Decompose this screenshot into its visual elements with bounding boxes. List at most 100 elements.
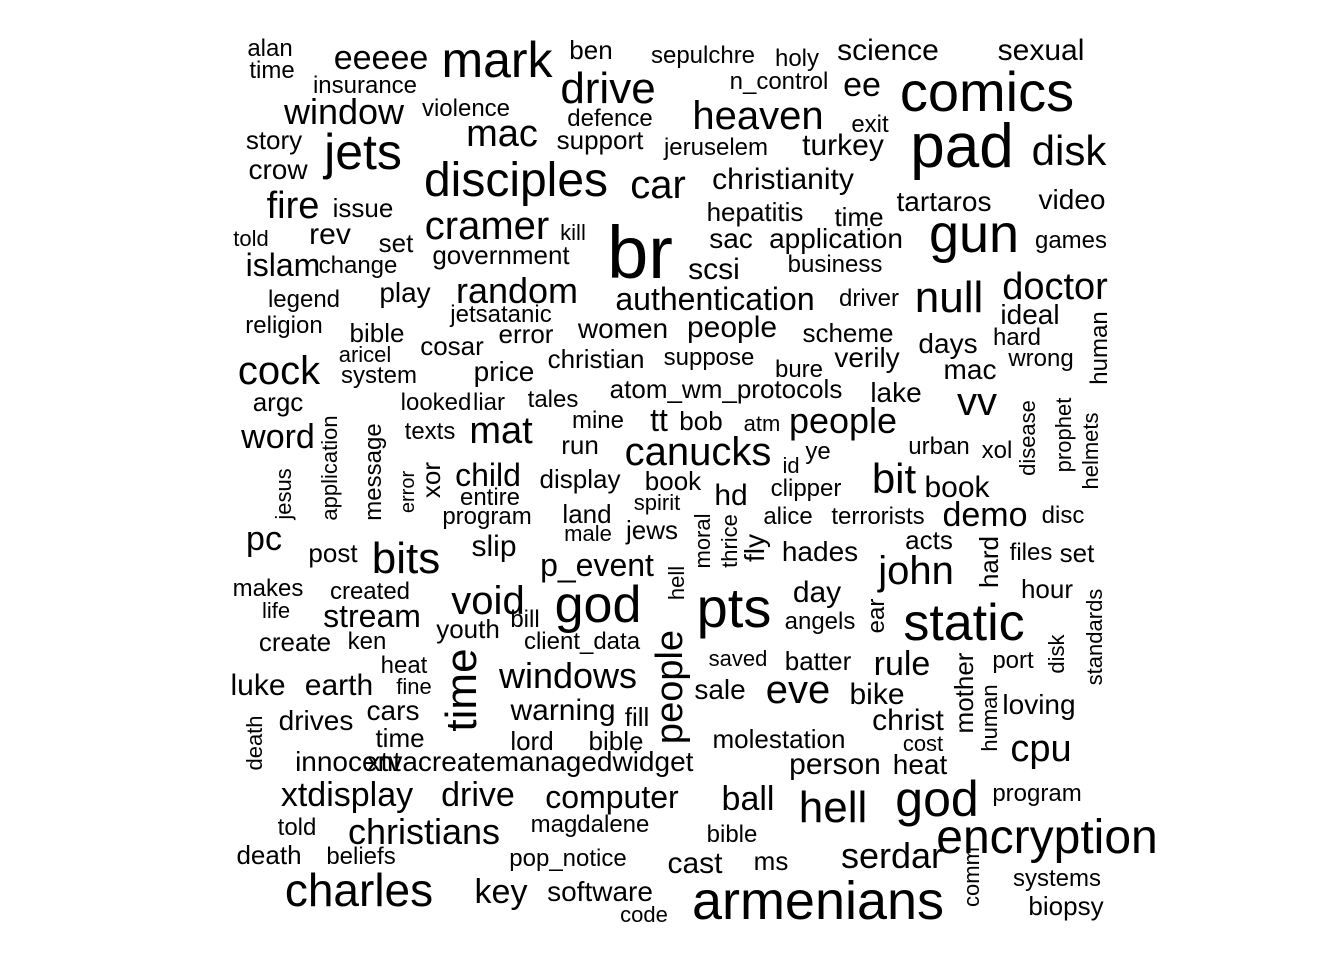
cloud-word: fire	[266, 185, 320, 227]
cloud-word: helmets	[1078, 412, 1103, 490]
cloud-word: files	[1009, 539, 1053, 566]
cloud-word: jeruselem	[663, 134, 769, 161]
cloud-word: luke	[230, 669, 286, 702]
cloud-word: hell	[798, 783, 868, 832]
cloud-word: human	[1086, 311, 1113, 385]
cloud-word: disciples	[423, 154, 609, 207]
cloud-word: play	[379, 277, 431, 308]
cloud-word: christians	[347, 811, 501, 852]
cloud-word: pc	[246, 520, 282, 558]
cloud-word: ken	[347, 628, 387, 655]
cloud-word: created	[329, 578, 411, 605]
cloud-word: id	[782, 453, 800, 478]
cloud-word: disk	[1044, 634, 1069, 674]
cloud-word: xtvacreatemanagedwidget	[366, 746, 694, 777]
cloud-word: jews	[625, 515, 679, 545]
cloud-word: bits	[371, 534, 441, 583]
cloud-word: violence	[421, 95, 511, 122]
cloud-word: sac	[709, 223, 753, 254]
cloud-word: driver	[838, 285, 900, 312]
cloud-word: stream	[323, 598, 421, 634]
cloud-word: clipper	[770, 475, 842, 502]
cloud-word: p_event	[540, 547, 654, 583]
cloud-word: loving	[1002, 689, 1076, 720]
cloud-word: heaven	[692, 94, 824, 138]
cloud-word: sexual	[997, 34, 1085, 67]
cloud-word: time	[249, 57, 295, 84]
cloud-word: bible	[706, 821, 758, 848]
cloud-word: xor	[416, 461, 446, 499]
cloud-word: standards	[1082, 588, 1107, 686]
cloud-word: key	[474, 873, 528, 911]
cloud-word: hour	[1020, 574, 1074, 604]
cloud-word: makes	[232, 575, 304, 602]
cloud-word: authentication	[615, 281, 815, 317]
cloud-word: issue	[332, 193, 394, 223]
cloud-word: ms	[753, 846, 789, 876]
cloud-word: bure	[774, 356, 824, 383]
cloud-word: human	[977, 684, 1002, 752]
cloud-word: book	[924, 471, 990, 504]
cloud-word: spirit	[633, 490, 681, 515]
cloud-word: window	[283, 91, 405, 132]
cloud-word: set	[1059, 538, 1095, 568]
cloud-word: bible	[349, 318, 405, 348]
cloud-word: time	[834, 202, 884, 232]
cloud-word: argc	[252, 387, 304, 417]
cloud-word: women	[577, 313, 669, 344]
cloud-word: book	[644, 466, 702, 496]
cloud-word: hd	[714, 479, 748, 512]
cloud-word: scheme	[802, 318, 894, 348]
cloud-word: vv	[957, 380, 997, 424]
cloud-word: verily	[834, 342, 900, 373]
cloud-word: john	[878, 549, 954, 593]
cloud-word: application	[769, 223, 903, 254]
cloud-word: death	[236, 840, 302, 870]
cloud-word: day	[792, 576, 842, 609]
cloud-word: random	[455, 270, 579, 311]
cloud-word: defence	[567, 105, 653, 132]
cloud-word: people	[686, 311, 778, 344]
cloud-word: null	[914, 273, 984, 322]
cloud-word: serdar	[840, 835, 944, 876]
cloud-word: lake	[870, 377, 922, 408]
cloud-word: post	[308, 538, 358, 568]
cloud-word: cosar	[420, 331, 484, 361]
cloud-word: ear	[863, 598, 890, 634]
cloud-word: people	[649, 629, 691, 745]
cloud-word: run	[561, 430, 599, 460]
cloud-word: canucks	[624, 430, 772, 474]
cloud-word: wrong	[1008, 345, 1074, 372]
cloud-word: support	[556, 125, 644, 155]
cloud-word: hard	[992, 324, 1042, 351]
cloud-word: port	[992, 647, 1034, 674]
cloud-word: fly	[739, 534, 770, 562]
cloud-word: fill	[624, 702, 650, 732]
cloud-word: jesus	[271, 468, 296, 520]
cloud-word: message	[360, 423, 387, 521]
cloud-word: xol	[981, 437, 1013, 464]
cloud-word: games	[1034, 227, 1108, 254]
cloud-word: ye	[805, 438, 831, 465]
cloud-word: liar	[472, 389, 506, 416]
cloud-word: death	[242, 715, 267, 771]
cloud-word: bob	[679, 406, 723, 436]
cloud-word: word	[241, 418, 315, 456]
cloud-word: code	[620, 902, 668, 927]
cloud-word: religion	[245, 312, 323, 339]
cloud-word: person	[789, 748, 881, 781]
cloud-word: sale	[694, 674, 746, 705]
cloud-word: mac	[466, 113, 538, 155]
cloud-word: youth	[436, 614, 500, 644]
cloud-word: moral	[690, 513, 715, 569]
cloud-word: jets	[324, 124, 402, 180]
cloud-word: hades	[781, 536, 859, 567]
cloud-word: ideal	[1000, 299, 1060, 330]
cloud-word: hard	[974, 535, 1004, 589]
cloud-word: government	[432, 240, 570, 270]
cloud-word: life	[261, 598, 291, 623]
cloud-word: time	[375, 723, 425, 753]
cloud-word: mat	[469, 410, 533, 452]
cloud-word: christianity	[712, 163, 854, 196]
cloud-word: windows	[498, 655, 638, 696]
